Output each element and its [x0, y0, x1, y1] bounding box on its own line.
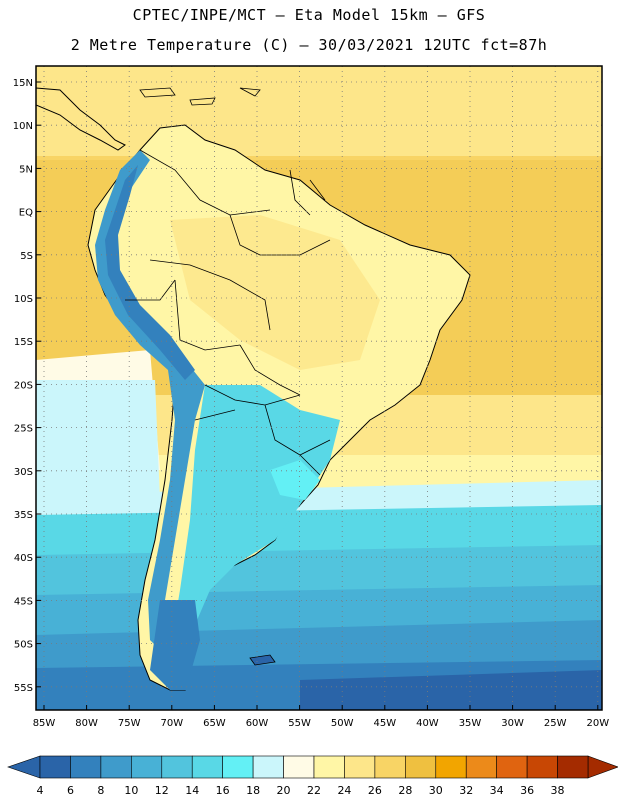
colorbar-swatch — [526, 755, 558, 779]
uruguay-cool — [270, 460, 320, 500]
colorbar-label: 4 — [37, 784, 44, 797]
colorbar-label: 38 — [551, 784, 565, 797]
lon-tick-label: 80W — [75, 718, 98, 729]
colorbar-label: 12 — [155, 784, 169, 797]
colorbar-swatch — [405, 755, 437, 779]
map-frame — [35, 65, 603, 711]
colorbar-swatch — [191, 755, 223, 779]
lat-tick-label: 10N — [13, 121, 33, 132]
andes-core — [105, 165, 195, 380]
lat-tick-label: 10S — [14, 294, 33, 305]
lon-tick-label: 65W — [203, 718, 226, 729]
lon-tick-label: 70W — [160, 718, 183, 729]
colorbar-swatch — [313, 755, 345, 779]
colorbar-swatch — [252, 755, 284, 779]
colorbar-label: 18 — [246, 784, 260, 797]
colorbar-label: 28 — [398, 784, 412, 797]
lat-tick-label: 50S — [14, 640, 33, 651]
band-4 — [300, 670, 602, 710]
lon-tick-label: 40W — [416, 718, 439, 729]
lon-tick-label: 60W — [246, 718, 269, 729]
colorbar-swatch — [70, 755, 102, 779]
lon-tick-label: 85W — [33, 718, 56, 729]
colorbar-label: 16 — [216, 784, 230, 797]
colorbar-swatch — [283, 755, 315, 779]
andes-cold-ridge — [95, 150, 205, 650]
lat-tick-label: 35S — [14, 510, 33, 521]
colorbar-label: 20 — [277, 784, 291, 797]
patagonia-cold — [150, 600, 200, 690]
colorbar-swatch — [131, 755, 163, 779]
colorbar-swatch — [39, 755, 71, 779]
lat-tick-label: 30S — [14, 467, 33, 478]
colorbar-label: 26 — [368, 784, 382, 797]
colorbar-right-arrow — [587, 755, 618, 779]
lon-tick-label: 55W — [288, 718, 311, 729]
lat-tick-label: 40S — [14, 553, 33, 564]
colorbar-left-arrow — [7, 755, 41, 779]
caribbean-islands — [139, 87, 261, 106]
colorbar-label: 32 — [459, 784, 473, 797]
colorbar-swatch — [222, 755, 254, 779]
lon-tick-label: 45W — [373, 718, 396, 729]
colorbar-swatch — [496, 755, 528, 779]
lon-tick-label: 50W — [331, 718, 354, 729]
colorbar-label: 22 — [307, 784, 321, 797]
north-field — [36, 66, 602, 156]
colorbar-swatch — [557, 755, 589, 779]
longitude-labels: 85W 80W 75W 70W 65W 60W 55W 50W 45W 40W 35W 30W 25W 2… — [33, 705, 609, 729]
colorbar-label: 24 — [337, 784, 351, 797]
colorbar-label: 6 — [67, 784, 74, 797]
colorbar-swatch — [435, 755, 467, 779]
colorbar-swatch — [374, 755, 406, 779]
country-borders — [125, 149, 331, 476]
colorbar-label: 10 — [124, 784, 138, 797]
colorbar-label: 34 — [490, 784, 504, 797]
lat-tick-label: 55S — [14, 683, 33, 694]
colorbar-swatch — [100, 755, 132, 779]
colorbar-label: 30 — [429, 784, 443, 797]
lat-tick-label: EQ — [19, 208, 33, 219]
pacific-18-field — [36, 380, 160, 500]
lat-tick-label: 20S — [14, 380, 33, 391]
lat-tick-label: 45S — [14, 596, 33, 607]
lat-tick-label: 5S — [20, 251, 33, 262]
lat-tick-label: 15N — [13, 78, 33, 89]
lat-tick-label: 15S — [14, 337, 33, 348]
colorbar-label: 14 — [185, 784, 199, 797]
brazil-interior-warm — [170, 215, 380, 370]
latitude-labels: 15N 10N 5N EQ 5S 10S 15S 20S 25S 30S 35S 40S 45S 50S 5… — [13, 78, 41, 694]
lon-tick-label: 35W — [459, 718, 482, 729]
colorbar-swatch — [161, 755, 193, 779]
colorbar-label: 36 — [520, 784, 534, 797]
lat-tick-label: 5N — [19, 164, 33, 175]
lon-tick-label: 30W — [501, 718, 524, 729]
falkland-islands — [249, 654, 276, 666]
chart-title-line-2: 2 Metre Temperature (C) – 30/03/2021 12U… — [70, 36, 548, 54]
colorbar-swatch — [344, 755, 376, 779]
lon-tick-label: 75W — [118, 718, 141, 729]
colorbar-swatch — [465, 755, 497, 779]
chart-title-line-1: CPTEC/INPE/MCT – Eta Model 15km – GFS — [132, 6, 486, 24]
southern-cone-cool — [170, 385, 340, 670]
central-america — [36, 87, 126, 151]
lon-tick-label: 20W — [586, 718, 609, 729]
lat-tick-label: 25S — [14, 424, 33, 435]
colorbar: 4 6 8 10 12 14 16 18 20 22 24 26 28 30 32 34 36 38 — [7, 755, 618, 797]
lon-tick-label: 25W — [544, 718, 567, 729]
colorbar-label: 8 — [97, 784, 104, 797]
